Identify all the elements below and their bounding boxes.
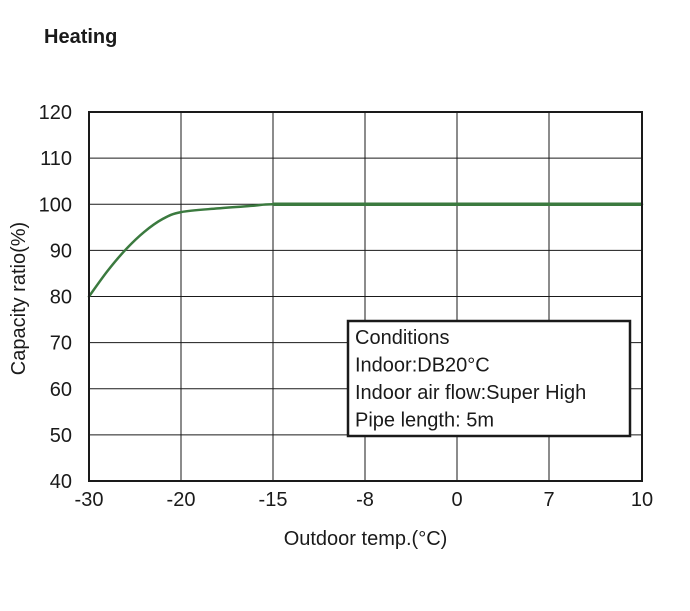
x-tick-label: -20	[167, 489, 196, 511]
y-tick-label: 120	[39, 102, 72, 124]
y-axis-label: Capacity ratio(%)	[8, 222, 30, 375]
plot-frame	[88, 111, 643, 482]
y-tick-label: 110	[40, 148, 72, 170]
x-tick-label: 10	[631, 489, 653, 511]
conditions-line: Conditions	[355, 327, 450, 349]
series-layer	[87, 202, 644, 298]
y-tick-label: 80	[50, 287, 72, 309]
y-tick-label: 40	[50, 471, 72, 493]
conditions-line: Pipe length: 5m	[355, 410, 494, 432]
y-tick-label: 90	[50, 240, 72, 262]
x-tick-label: 0	[451, 489, 462, 511]
y-tick-label: 60	[50, 379, 72, 401]
x-tick-label: -30	[75, 489, 104, 511]
conditions-annotation: Conditions Indoor:DB20°C Indoor air flow…	[346, 319, 632, 438]
conditions-line: Indoor:DB20°C	[355, 355, 490, 377]
y-tick-label: 70	[50, 333, 72, 355]
x-tick-label: -8	[356, 489, 374, 511]
x-axis-label: Outdoor temp.(°C)	[284, 528, 448, 550]
x-tick-label: 7	[543, 489, 554, 511]
conditions-line: Indoor air flow:Super High	[355, 382, 586, 404]
conditions-box-frame	[346, 319, 632, 438]
tick-labels: -30 -20 -15 -8 0 7 10 40 50 60 70 80 90 100 110 120	[39, 102, 654, 511]
y-tick-label: 50	[50, 425, 72, 447]
x-tick-label: -15	[259, 489, 288, 511]
y-tick-label: 100	[39, 194, 72, 216]
chart-title: Heating	[44, 26, 118, 48]
